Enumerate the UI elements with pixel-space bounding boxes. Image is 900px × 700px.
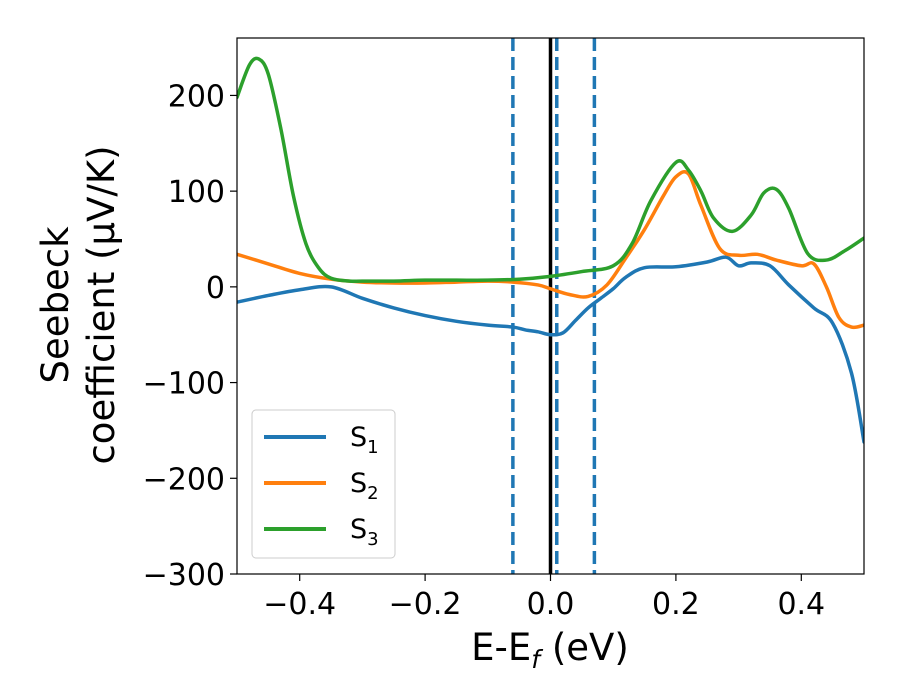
x-tick-label: −0.2 bbox=[389, 587, 462, 622]
legend-label-s1: S1 bbox=[350, 422, 379, 458]
x-tick-label: −0.4 bbox=[263, 587, 336, 622]
series-lines bbox=[237, 56, 864, 444]
legend-label-s2-sub: 2 bbox=[367, 483, 378, 504]
y-tick-label: −100 bbox=[143, 367, 225, 402]
x-tick-label: 0.4 bbox=[777, 587, 825, 622]
legend: S1 S2 S3 bbox=[251, 409, 396, 559]
x-axis-label: E-Ef (eV) bbox=[471, 626, 629, 674]
x-tick-label: 0.2 bbox=[652, 587, 700, 622]
legend-label-s3-sub: 3 bbox=[367, 529, 378, 550]
x-axis-label-unit: (eV) bbox=[540, 626, 629, 669]
legend-label-s3: S3 bbox=[350, 514, 379, 550]
x-axis-label-main: E-E bbox=[471, 626, 531, 669]
y-tick-label: −200 bbox=[143, 462, 225, 497]
reference-lines bbox=[511, 38, 597, 574]
x-axis-ticks: −0.4 −0.2 0.0 0.2 0.4 bbox=[263, 574, 825, 622]
series-line-s1 bbox=[237, 255, 864, 444]
legend-label-s1-sub: 1 bbox=[367, 437, 378, 458]
y-tick-label: 0 bbox=[206, 271, 225, 306]
y-axis-label: Seebeck coefficient (μV/K) bbox=[34, 145, 123, 464]
y-axis-ticks: −300 −200 −100 0 100 200 bbox=[143, 79, 237, 593]
legend-label-s3-main: S bbox=[350, 514, 367, 545]
y-tick-label: 100 bbox=[168, 175, 225, 210]
y-tick-label: 200 bbox=[168, 79, 225, 114]
y-tick-label: −300 bbox=[143, 558, 225, 593]
series-line-s2 bbox=[237, 170, 864, 330]
y-axis-label-line2: coefficient (μV/K) bbox=[80, 145, 123, 464]
x-tick-label: 0.0 bbox=[527, 587, 575, 622]
legend-label-s2: S2 bbox=[350, 468, 379, 504]
series-line-s3 bbox=[237, 56, 864, 284]
legend-label-s2-main: S bbox=[350, 468, 367, 499]
y-axis-label-line1: Seebeck bbox=[34, 226, 77, 384]
legend-label-s1-main: S bbox=[350, 422, 367, 453]
